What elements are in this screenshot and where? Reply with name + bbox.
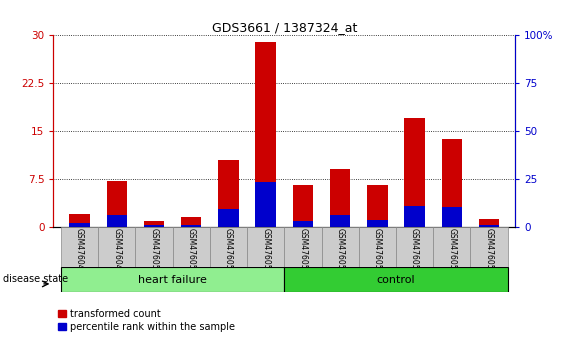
Bar bbox=[293, 222, 313, 227]
Bar bbox=[284, 227, 321, 267]
Bar bbox=[321, 227, 359, 267]
Text: heart failure: heart failure bbox=[138, 275, 207, 285]
Bar bbox=[396, 227, 434, 267]
Text: GSM476053: GSM476053 bbox=[261, 228, 270, 274]
Text: GSM476055: GSM476055 bbox=[336, 228, 345, 274]
Bar bbox=[330, 169, 350, 227]
Bar bbox=[441, 139, 462, 227]
Bar bbox=[106, 215, 127, 227]
Bar bbox=[181, 217, 202, 227]
Bar bbox=[218, 209, 239, 227]
Text: control: control bbox=[377, 275, 415, 285]
Bar bbox=[247, 227, 284, 267]
Bar bbox=[434, 227, 471, 267]
Bar bbox=[441, 207, 462, 227]
Text: GSM476057: GSM476057 bbox=[410, 228, 419, 274]
Bar bbox=[256, 182, 276, 227]
Bar bbox=[293, 185, 313, 227]
Bar bbox=[330, 215, 350, 227]
Bar bbox=[210, 227, 247, 267]
Bar bbox=[135, 227, 173, 267]
Bar bbox=[367, 185, 388, 227]
Bar bbox=[144, 225, 164, 227]
Title: GDS3661 / 1387324_at: GDS3661 / 1387324_at bbox=[212, 21, 357, 34]
Bar bbox=[69, 223, 90, 227]
Legend: transformed count, percentile rank within the sample: transformed count, percentile rank withi… bbox=[59, 309, 235, 332]
Text: GSM476049: GSM476049 bbox=[112, 228, 121, 274]
Bar bbox=[471, 227, 508, 267]
Bar bbox=[144, 222, 164, 227]
Bar bbox=[98, 227, 135, 267]
Bar bbox=[61, 267, 284, 292]
Bar bbox=[479, 225, 499, 227]
Bar bbox=[367, 220, 388, 227]
Bar bbox=[256, 42, 276, 227]
Bar bbox=[284, 267, 508, 292]
Text: GSM476051: GSM476051 bbox=[187, 228, 196, 274]
Text: GSM476052: GSM476052 bbox=[224, 228, 233, 274]
Text: GSM476048: GSM476048 bbox=[75, 228, 84, 274]
Bar bbox=[61, 227, 98, 267]
Bar bbox=[173, 227, 210, 267]
Bar bbox=[106, 181, 127, 227]
Text: GSM476056: GSM476056 bbox=[373, 228, 382, 274]
Bar bbox=[479, 219, 499, 227]
Text: GSM476050: GSM476050 bbox=[150, 228, 159, 274]
Bar bbox=[404, 118, 425, 227]
Bar bbox=[218, 160, 239, 227]
Text: GSM476058: GSM476058 bbox=[448, 228, 457, 274]
Bar bbox=[404, 206, 425, 227]
Bar bbox=[359, 227, 396, 267]
Bar bbox=[69, 214, 90, 227]
Text: GSM476059: GSM476059 bbox=[485, 228, 494, 274]
Text: GSM476054: GSM476054 bbox=[298, 228, 307, 274]
Text: disease state: disease state bbox=[3, 274, 68, 284]
Bar bbox=[181, 225, 202, 227]
